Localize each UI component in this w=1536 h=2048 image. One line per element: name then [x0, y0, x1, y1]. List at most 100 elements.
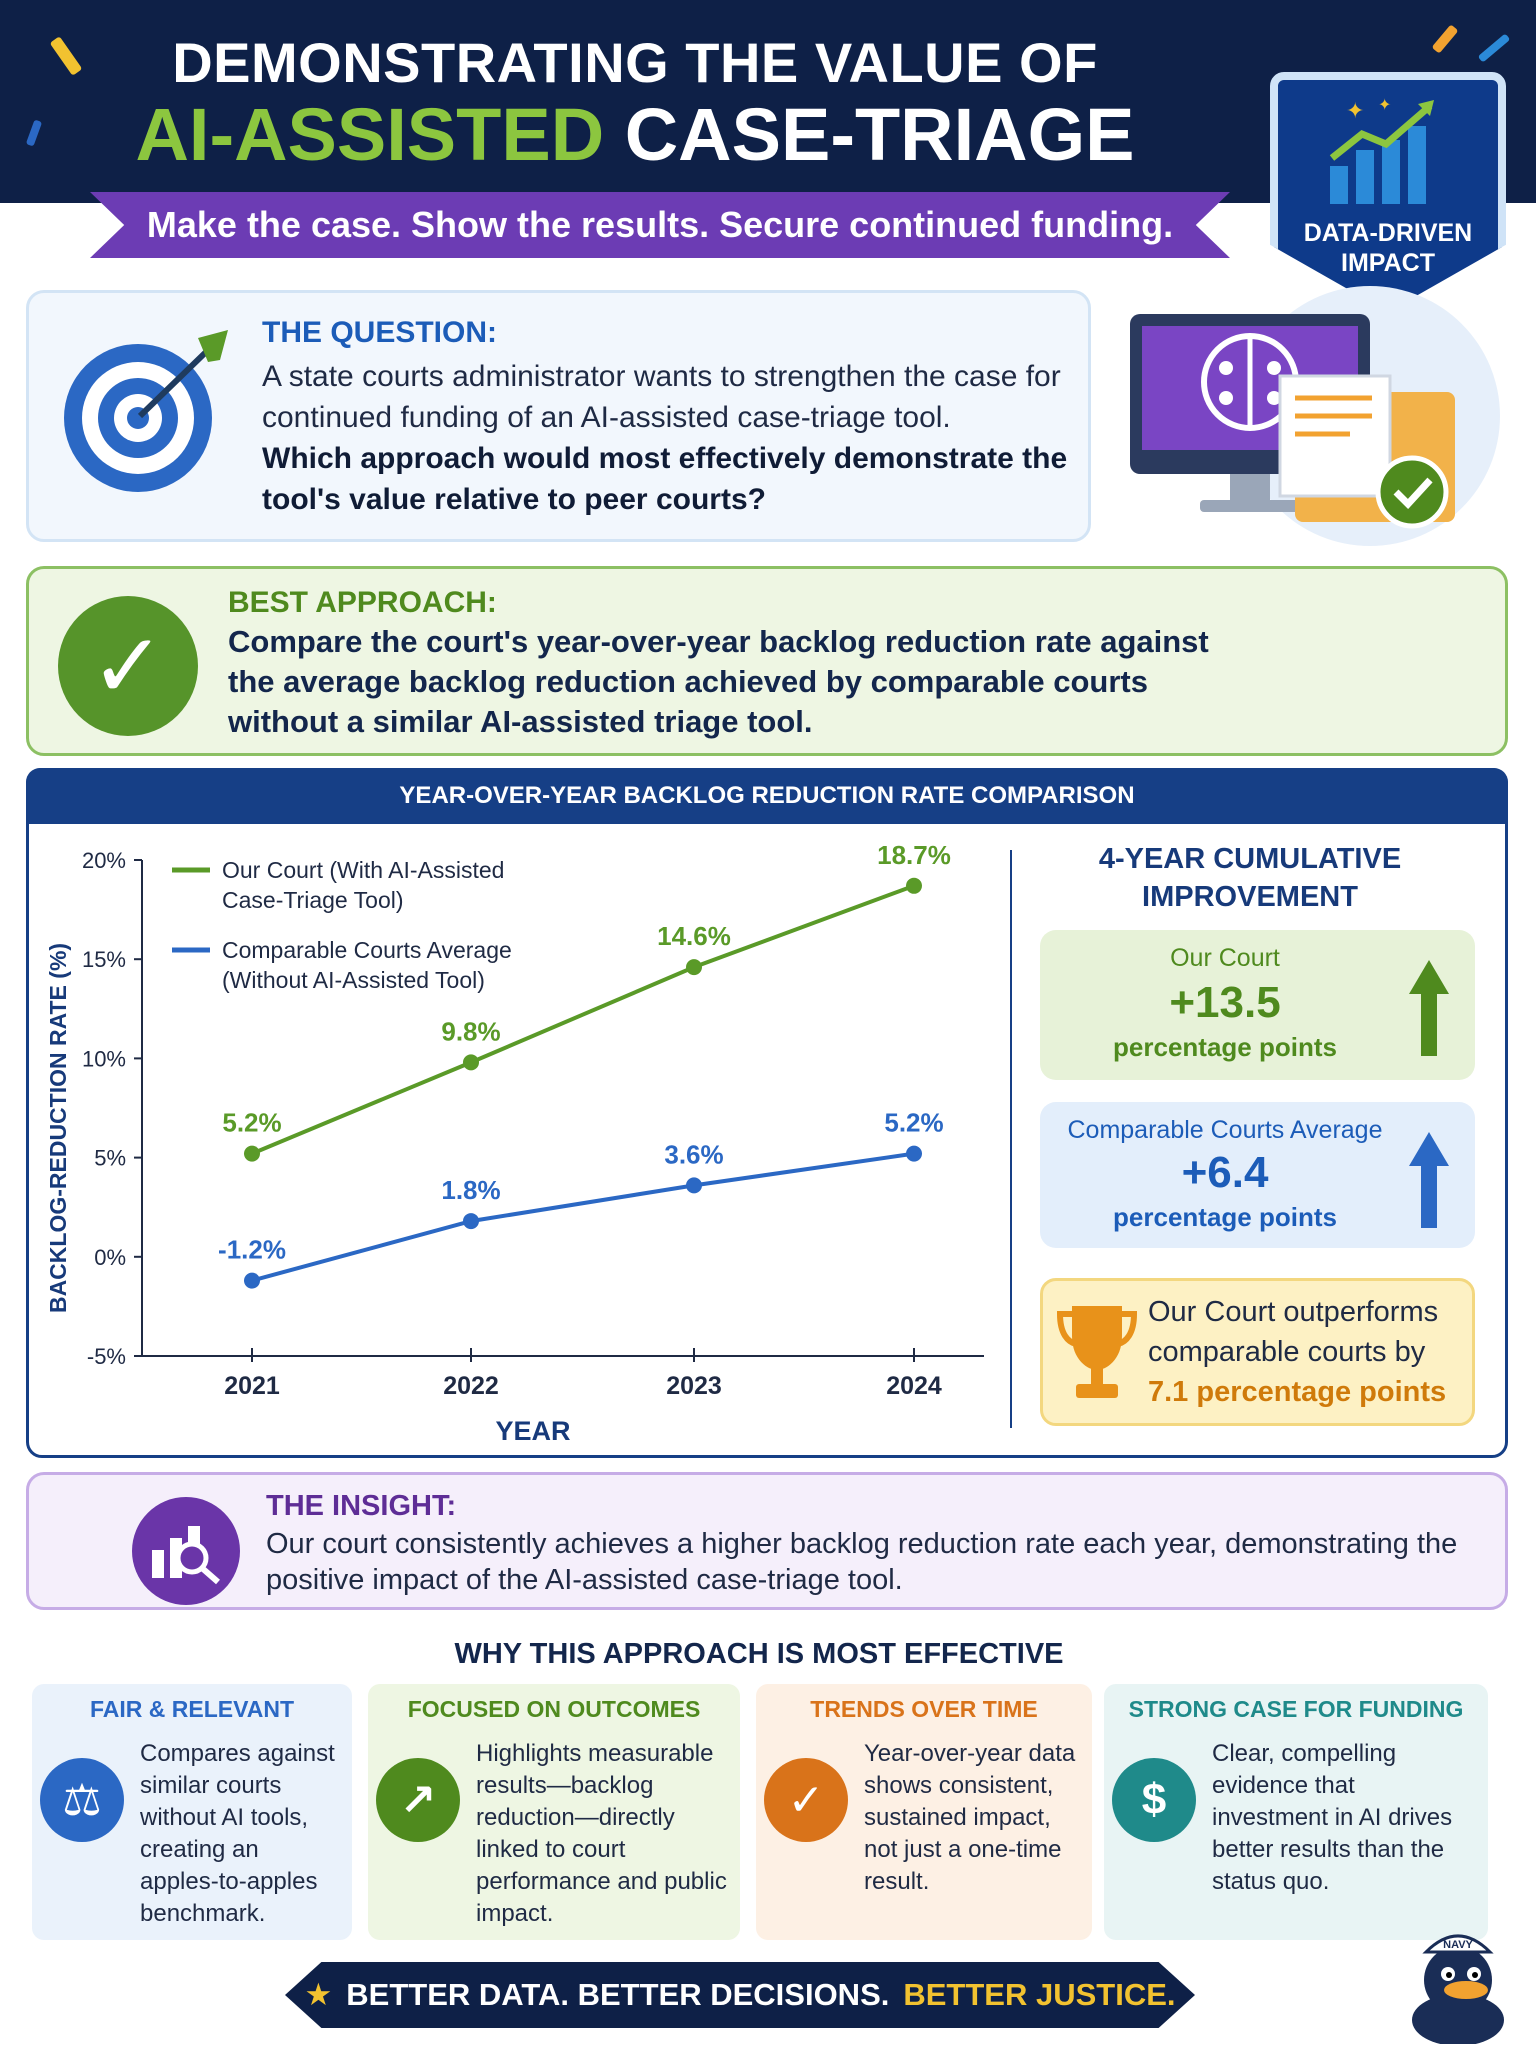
question-emphasis: Which approach would most effectively de… [262, 442, 1068, 516]
data-point [244, 1145, 260, 1162]
svg-text:✦: ✦ [1346, 99, 1364, 124]
comparable-courts-label: Comparable Courts Average [1067, 1116, 1383, 1144]
cumulative-title-line-1: 4-YEAR CUMULATIVE [1098, 843, 1402, 875]
cumulative-title: 4-YEAR CUMULATIVE IMPROVEMENT [1040, 840, 1460, 916]
data-label: 14.6% [657, 921, 731, 951]
our-court-unit: percentage points [1113, 1032, 1337, 1062]
y-tick-label: 0% [94, 1245, 126, 1270]
magnifier-chart-icon [152, 1526, 220, 1585]
checkmark-icon: ✓ [58, 596, 198, 736]
confetti-decoration [1431, 24, 1459, 54]
question-title: THE QUESTION: [262, 316, 498, 349]
best-approach-title: BEST APPROACH: [228, 586, 497, 619]
svg-text:✦: ✦ [1378, 96, 1391, 114]
our-court-value: +13.5 [1169, 978, 1281, 1027]
data-label: 5.2% [884, 1108, 943, 1138]
x-tick-label: 2023 [666, 1372, 722, 1400]
data-label: -1.2% [218, 1235, 286, 1265]
insight-body: Our court consistently achieves a higher… [266, 1528, 1458, 1596]
footer-banner: ★ BETTER DATA. BETTER DECISIONS. BETTER … [285, 1962, 1195, 2028]
legend-label-line-2: Case-Triage Tool) [222, 887, 404, 913]
subtitle-ribbon: Make the case. Show the results. Secure … [90, 192, 1230, 258]
y-tick-label: 20% [82, 848, 126, 873]
why-card-body: Highlights measurable results—backlog re… [476, 1740, 727, 1927]
why-card: FOCUSED ON OUTCOMES ↗ Highlights measurabl… [368, 1684, 740, 1940]
footer-highlight: BETTER JUSTICE. [903, 1977, 1176, 2012]
why-card-body: Year-over-year data shows consistent, su… [864, 1740, 1076, 1895]
comparable-courts-stat-card: Comparable Courts Average +6.4 percentag… [1040, 1102, 1475, 1248]
title-line-1: DEMONSTRATING THE VALUE OF [172, 31, 1098, 94]
insight-card [26, 1472, 1508, 1610]
insight-title: THE INSIGHT: [266, 1490, 457, 1522]
title-line-2: AI-ASSISTED CASE-TRIAGE TOOLS [0, 92, 1270, 262]
line-chart: 20% 15% 10% 5% 0% -5% 2021 2022 2023 2024 YEAR BACK… [45, 840, 984, 1446]
y-tick-label: 15% [82, 947, 126, 972]
comparable-courts-value: +6.4 [1181, 1148, 1269, 1197]
rising-bar-chart-icon: ✦ ✦ [1329, 96, 1434, 204]
green-up-arrow-icon [1409, 960, 1449, 1056]
badge-label: DATA-DRIVEN IMPACT [1270, 218, 1506, 278]
series-line [251, 1151, 915, 1283]
ai-computer-illustration [1130, 286, 1500, 546]
cumulative-title-line-2: IMPROVEMENT [1142, 881, 1358, 913]
why-card-heading: FOCUSED ON OUTCOMES [407, 1696, 701, 1722]
our-court-label: Our Court [1170, 944, 1280, 972]
x-axis-label: YEAR [495, 1416, 570, 1446]
shield-check-icon: ✓ [764, 1758, 848, 1842]
why-title: WHY THIS APPROACH IS MOST EFFECTIVE [454, 1638, 1064, 1670]
data-point [686, 959, 702, 976]
data-point [906, 877, 922, 894]
why-card: STRONG CASE FOR FUNDING $ Clear, compellin… [1104, 1684, 1488, 1940]
badge-line-2: IMPACT [1341, 249, 1435, 277]
x-tick-label: 2024 [886, 1372, 942, 1400]
growth-chart-icon: ↗ [376, 1758, 460, 1842]
question-body: A state courts administrator wants to st… [262, 360, 1061, 434]
why-card: TRENDS OVER TIME ✓ Year-over-year data sho… [756, 1684, 1092, 1940]
legend-label-line-1: Our Court (With AI-Assisted [222, 857, 504, 883]
chart-divider [1010, 850, 1012, 1428]
data-point [463, 1054, 479, 1071]
y-tick-label: 10% [82, 1046, 126, 1071]
data-label: 5.2% [222, 1108, 281, 1138]
y-tick-label: 5% [94, 1146, 126, 1171]
our-court-stat-card: Our Court +13.5 percentage points [1040, 930, 1475, 1080]
scales-icon: ⚖ [40, 1758, 124, 1842]
data-point [906, 1145, 922, 1162]
title-highlight: AI-ASSISTED [135, 93, 605, 176]
dollar-icon: $ [1112, 1758, 1196, 1842]
outperform-label: Our Court outperforms comparable courts … [1148, 1296, 1439, 1368]
y-axis-label: BACKLOG-REDUCTION RATE (%) [45, 943, 71, 1313]
footer-text: BETTER DATA. BETTER DECISIONS. [346, 1977, 890, 2012]
star-icon: ★ [304, 1977, 333, 2012]
target-icon [64, 330, 228, 492]
data-label: 18.7% [877, 840, 951, 870]
data-label: 1.8% [441, 1175, 500, 1205]
comparable-courts-unit: percentage points [1113, 1202, 1337, 1232]
data-point [244, 1272, 260, 1289]
trophy-icon [1056, 1306, 1138, 1398]
outperform-value: 7.1 percentage points [1148, 1376, 1447, 1408]
legend-label-line-1: Comparable Courts Average [222, 937, 512, 963]
navy-duck-mascot: NAVY [1412, 1934, 1504, 2044]
series-line [251, 883, 915, 1156]
outperform-text: Our Court outperforms comparable courts … [1148, 1292, 1468, 1412]
why-card-body: Compares against similar courts without … [140, 1740, 335, 1927]
why-card-heading: FAIR & RELEVANT [89, 1696, 295, 1722]
y-tick-label: -5% [87, 1344, 126, 1369]
legend-label-line-2: (Without AI-Assisted Tool) [222, 967, 485, 993]
x-tick-label: 2021 [224, 1372, 280, 1400]
data-point [463, 1213, 479, 1230]
best-approach-card [26, 566, 1508, 756]
x-tick-label: 2022 [443, 1372, 499, 1400]
data-label: 9.8% [441, 1016, 500, 1046]
why-card: FAIR & RELEVANT ⚖ Compares against similar… [32, 1684, 352, 1940]
why-card-body: Clear, compelling evidence that investme… [1212, 1740, 1453, 1895]
data-point [686, 1177, 702, 1194]
why-card-heading: STRONG CASE FOR FUNDING [1128, 1696, 1464, 1722]
mascot-hat-text: NAVY [1443, 1939, 1473, 1951]
chart-heading: YEAR-OVER-YEAR BACKLOG REDUCTION RATE CO… [26, 768, 1508, 824]
blue-up-arrow-icon [1409, 1132, 1449, 1228]
confetti-decoration [1477, 33, 1511, 63]
why-card-heading: TRENDS OVER TIME [810, 1696, 1038, 1722]
badge-line-1: DATA-DRIVEN [1303, 219, 1473, 247]
